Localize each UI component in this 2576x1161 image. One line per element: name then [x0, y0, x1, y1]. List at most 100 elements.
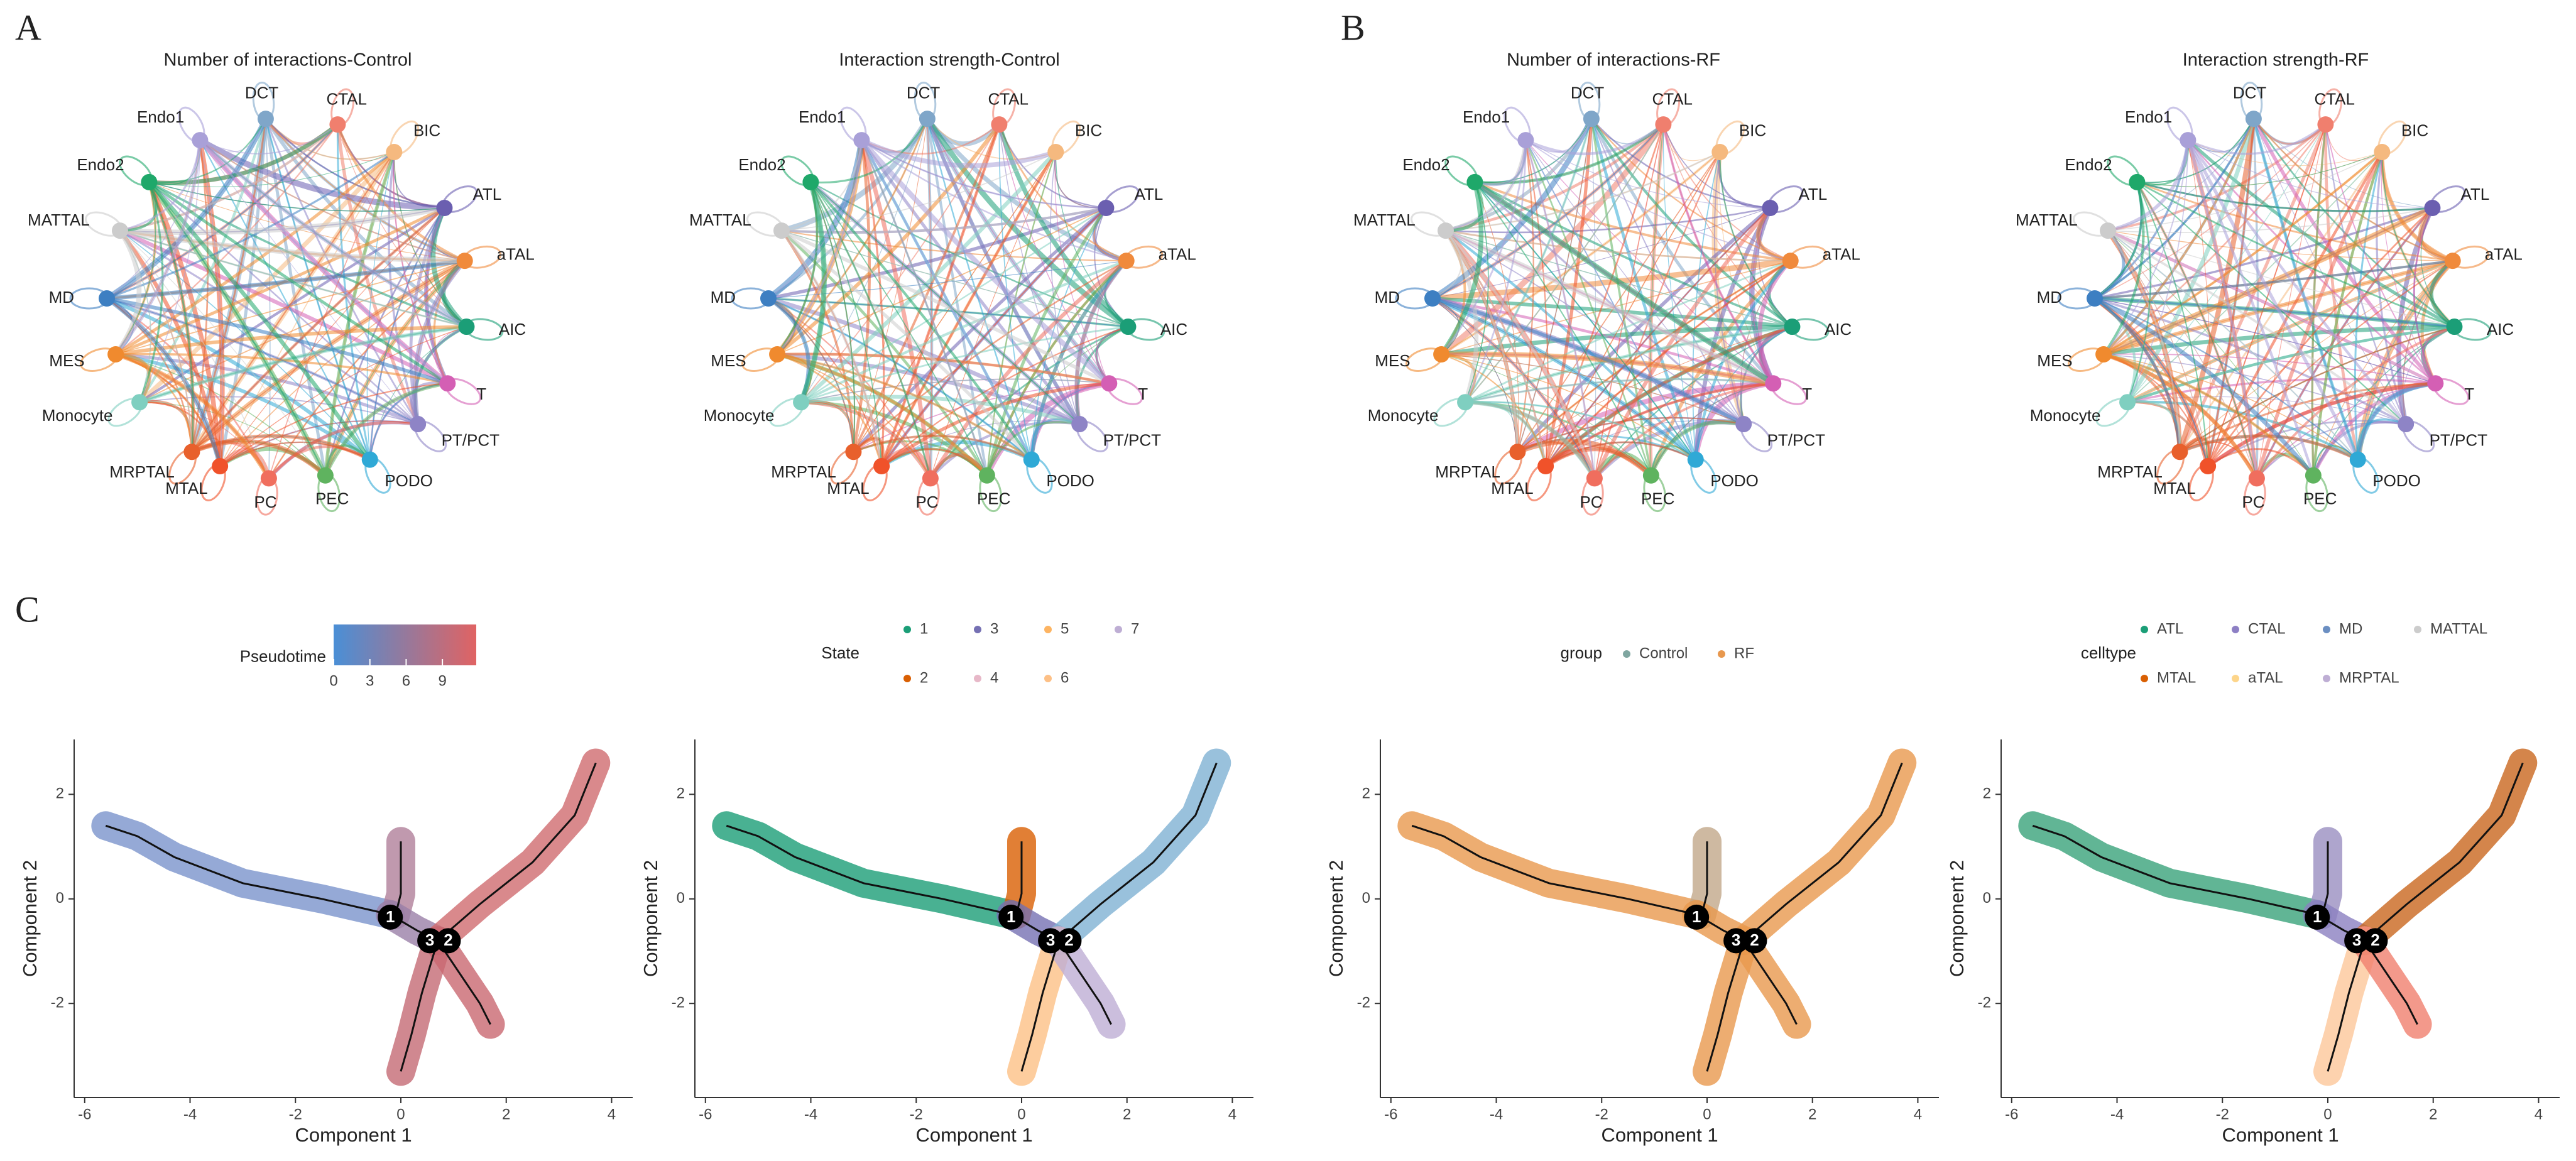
colorbar-tick-label: 3 [366, 672, 374, 689]
node [1457, 394, 1474, 411]
node-label: aTAL [2485, 245, 2523, 264]
edge [2356, 418, 2406, 460]
node [212, 458, 229, 475]
edge [810, 182, 856, 452]
legend-swatch [974, 675, 981, 682]
trajectory-line [1057, 940, 1112, 1025]
y-axis-label: Component 2 [1946, 860, 1968, 977]
node-label: PT/PCT [2430, 431, 2488, 450]
legend-swatch [2232, 626, 2239, 633]
y-tick-label: 2 [1983, 785, 1991, 802]
cell-cloud [1729, 748, 1917, 956]
edge [119, 230, 193, 452]
x-tick-label: -4 [1490, 1106, 1503, 1123]
edge [776, 123, 1001, 356]
legend-label: 4 [990, 669, 998, 686]
node-label: MES [711, 351, 746, 370]
x-tick-label: 4 [1914, 1106, 1922, 1123]
legend-swatch [1623, 650, 1630, 658]
edge [393, 151, 449, 384]
node [1433, 346, 1450, 362]
node [260, 470, 277, 487]
node-label: MATTAL [2016, 210, 2078, 229]
edge [1524, 139, 1596, 479]
edge [115, 325, 467, 356]
x-axis-label: Component 1 [915, 1124, 1032, 1146]
node [1517, 132, 1534, 149]
node-label: ATL [1798, 185, 1827, 204]
edge [2311, 151, 2384, 476]
node-label: CTAL [326, 90, 367, 109]
edge [325, 260, 466, 476]
node-label: aTAL [1159, 245, 1196, 264]
node-label: MATTAL [28, 210, 90, 229]
node-label: MES [2037, 351, 2072, 370]
edge [414, 325, 467, 425]
node [2171, 444, 2188, 461]
edge [2137, 151, 2382, 188]
node [329, 116, 346, 133]
node [410, 416, 427, 433]
edge [2093, 296, 2315, 477]
node-label: T [476, 384, 486, 403]
branch-label: 2 [2371, 930, 2379, 949]
node-label: MTAL [165, 479, 207, 498]
edge [119, 123, 339, 232]
node [769, 346, 786, 362]
node [1101, 375, 1118, 392]
x-tick-label: 2 [502, 1106, 510, 1123]
edge [1432, 297, 1774, 385]
node [919, 111, 936, 128]
x-tick-label: -4 [804, 1106, 817, 1123]
legend-label: 6 [1061, 669, 1069, 686]
node [1466, 173, 1483, 190]
edge [2094, 297, 2359, 461]
edge [1662, 124, 1771, 209]
edge [986, 421, 1080, 476]
y-axis-label: Component 2 [1325, 860, 1347, 977]
node-label: ATL [472, 185, 501, 204]
edge [1590, 117, 1793, 328]
edge [2311, 124, 2327, 476]
node-label: DCT [1571, 83, 1605, 102]
edge [2127, 401, 2208, 467]
edge [1030, 207, 1107, 460]
node-label: MRPTAL [2097, 462, 2163, 481]
legend-title: State [821, 643, 860, 662]
edge [2127, 182, 2151, 403]
node [845, 444, 862, 461]
cell-cloud [2350, 748, 2538, 956]
edge [780, 229, 1110, 385]
node-label: DCT [245, 83, 279, 102]
edge [2207, 151, 2384, 467]
branch-point [1723, 928, 1749, 954]
edge [2127, 140, 2189, 403]
edge [2413, 207, 2437, 384]
branch-label: 1 [386, 907, 395, 926]
edge [861, 139, 1106, 209]
node-label: MTAL [827, 479, 869, 498]
node [1437, 222, 1454, 239]
legend-title: Pseudotime [240, 646, 326, 665]
edge [2107, 139, 2190, 232]
node [802, 173, 819, 190]
edge [191, 151, 395, 452]
edge [199, 139, 449, 384]
node [257, 111, 274, 128]
y-axis-label: Component 2 [19, 860, 41, 977]
node-label: Endo1 [1463, 107, 1510, 126]
edge [336, 124, 466, 263]
node [2095, 346, 2112, 362]
node-label: PODO [2372, 471, 2421, 490]
edge [777, 352, 1081, 426]
legend-swatch [2323, 675, 2330, 682]
edge [147, 180, 372, 461]
edge [191, 439, 327, 477]
edge [1432, 298, 1518, 452]
node-label: Endo1 [137, 107, 184, 126]
x-tick-label: -6 [699, 1106, 712, 1123]
node-label: T [1802, 384, 1812, 403]
edge [1441, 324, 1793, 357]
node [1047, 144, 1064, 161]
trajectory-line [1701, 841, 1708, 915]
